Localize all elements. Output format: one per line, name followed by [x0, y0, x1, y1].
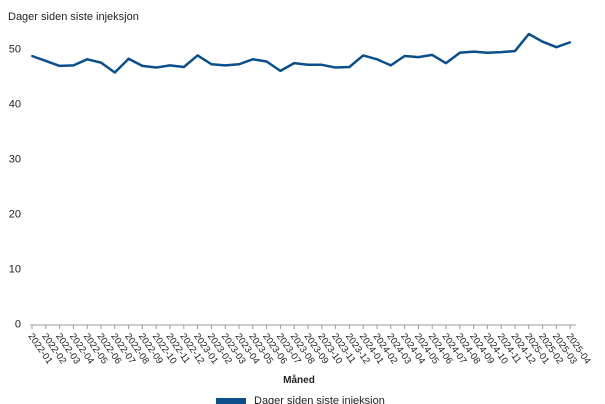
data-point[interactable] — [113, 71, 116, 74]
legend-swatch — [216, 398, 246, 404]
data-point[interactable] — [44, 59, 47, 62]
data-point[interactable] — [100, 61, 102, 64]
data-point[interactable] — [210, 63, 213, 66]
y-tick-label: 30 — [9, 153, 21, 165]
x-axis-label: Måned — [283, 374, 315, 386]
data-point[interactable] — [72, 64, 75, 67]
data-point[interactable] — [58, 64, 61, 67]
y-tick-label: 20 — [9, 208, 21, 220]
data-point[interactable] — [403, 55, 406, 57]
series-line — [31, 32, 571, 74]
data-point[interactable] — [541, 40, 544, 43]
y-tick-label: 40 — [9, 98, 21, 110]
data-point[interactable] — [362, 54, 365, 57]
data-point[interactable] — [431, 53, 434, 56]
data-point[interactable] — [569, 41, 572, 44]
legend[interactable]: Dager siden siste injeksjon — [216, 395, 385, 404]
data-point[interactable] — [320, 63, 323, 66]
data-point[interactable] — [169, 64, 171, 67]
y-tick-label: 50 — [9, 43, 21, 55]
data-point[interactable] — [527, 33, 530, 35]
data-point[interactable] — [348, 66, 351, 68]
data-point[interactable] — [486, 51, 489, 54]
data-point[interactable] — [555, 46, 558, 49]
data-point[interactable] — [458, 51, 461, 54]
data-point[interactable] — [389, 64, 392, 67]
data-point[interactable] — [307, 63, 309, 66]
legend-label: Dager siden siste injeksjon — [254, 395, 385, 404]
data-point[interactable] — [417, 56, 420, 59]
data-point[interactable] — [238, 63, 240, 66]
data-point[interactable] — [293, 62, 296, 65]
data-point[interactable] — [127, 57, 130, 60]
data-point[interactable] — [472, 50, 475, 53]
data-point[interactable] — [86, 58, 89, 61]
data-point[interactable] — [196, 54, 199, 57]
data-point[interactable] — [182, 66, 185, 68]
data-point[interactable] — [31, 55, 33, 57]
data-point[interactable] — [141, 64, 144, 67]
chart-title: Dager siden siste injeksjon — [8, 11, 139, 23]
data-point[interactable] — [155, 66, 158, 69]
data-point[interactable] — [279, 69, 282, 72]
y-tick-label: 10 — [9, 263, 21, 275]
data-point[interactable] — [251, 58, 254, 61]
data-point[interactable] — [514, 50, 516, 53]
y-tick-label: 0 — [15, 318, 21, 330]
data-point[interactable] — [265, 60, 268, 63]
data-point[interactable] — [500, 51, 503, 54]
data-point[interactable] — [376, 58, 378, 61]
data-point[interactable] — [445, 62, 447, 65]
data-point[interactable] — [224, 64, 227, 67]
data-point[interactable] — [334, 66, 337, 69]
